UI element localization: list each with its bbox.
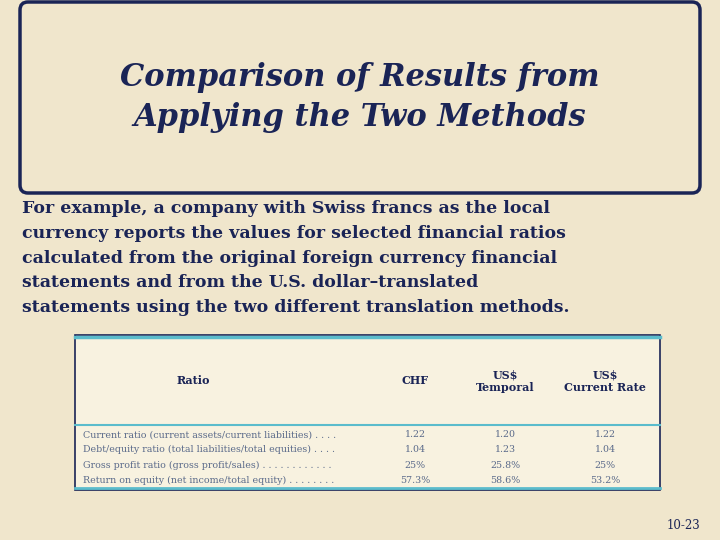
Text: 1.04: 1.04 (595, 446, 616, 454)
Text: 53.2%: 53.2% (590, 476, 620, 485)
Text: Comparison of Results from
Applying the Two Methods: Comparison of Results from Applying the … (120, 62, 600, 133)
Text: US$
Temporal: US$ Temporal (476, 369, 534, 393)
Text: 1.22: 1.22 (405, 430, 426, 439)
Text: 25%: 25% (405, 461, 426, 470)
Text: 25%: 25% (595, 461, 616, 470)
Bar (75, 335, 660, 490)
Text: 1.22: 1.22 (595, 430, 616, 439)
Text: CHF: CHF (402, 375, 428, 387)
Text: Return on equity (net income/total equity) . . . . . . . .: Return on equity (net income/total equit… (83, 476, 334, 485)
Text: Ratio: Ratio (176, 375, 210, 387)
Text: For example, a company with Swiss francs as the local
currency reports the value: For example, a company with Swiss francs… (22, 200, 570, 316)
Text: 1.23: 1.23 (495, 446, 516, 454)
Text: US$
Current Rate: US$ Current Rate (564, 369, 646, 393)
Text: Gross profit ratio (gross profit/sales) . . . . . . . . . . . .: Gross profit ratio (gross profit/sales) … (83, 461, 331, 470)
Text: Current ratio (current assets/current liabilities) . . . .: Current ratio (current assets/current li… (83, 430, 336, 439)
Text: Debt/equity ratio (total liabilities/total equities) . . . .: Debt/equity ratio (total liabilities/tot… (83, 446, 335, 454)
Text: 25.8%: 25.8% (490, 461, 520, 470)
Text: 1.04: 1.04 (405, 446, 426, 454)
FancyBboxPatch shape (20, 2, 700, 193)
Text: 10-23: 10-23 (666, 519, 700, 532)
Text: 57.3%: 57.3% (400, 476, 430, 485)
Text: 58.6%: 58.6% (490, 476, 520, 485)
Text: 1.20: 1.20 (495, 430, 516, 439)
